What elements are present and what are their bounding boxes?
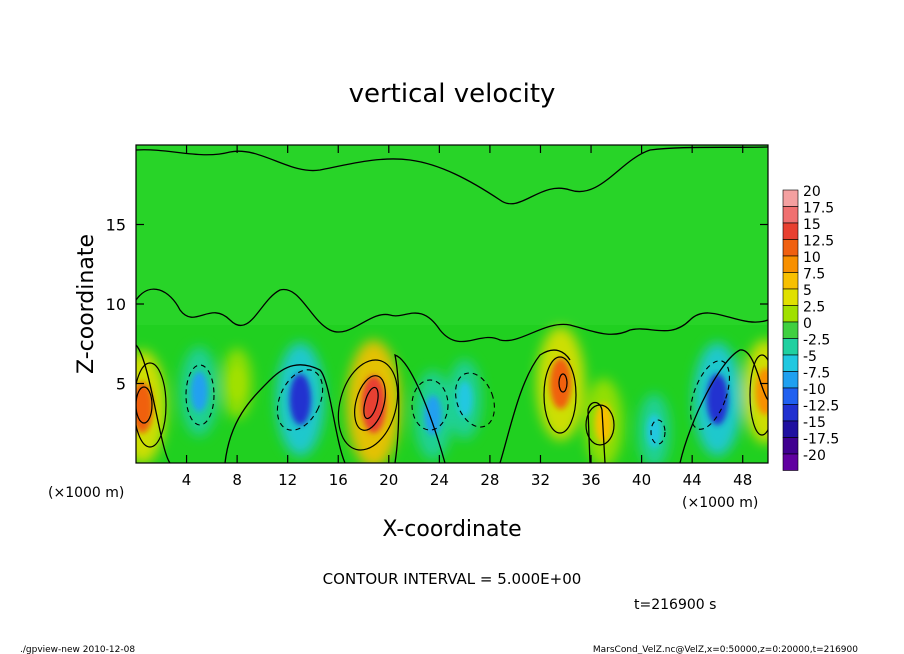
- colorbar-swatch: [782, 437, 799, 455]
- x-axis: 4 8 12 16 20 24 28 32 36 40 44 48: [182, 145, 752, 489]
- x-tick-label: 28: [480, 471, 499, 489]
- colorbar-swatch: [782, 453, 799, 471]
- contour-neg-5-b: [276, 369, 324, 431]
- x-unit-left: (×1000 m): [48, 485, 124, 501]
- contour-pos-15-b: [363, 386, 379, 420]
- field-core-downdraft: [190, 371, 208, 412]
- x-tick-label: 4: [182, 471, 192, 489]
- field-core-downdraft: [706, 373, 729, 425]
- x-tick-label: 16: [329, 471, 348, 489]
- time-label: t=216900 s: [634, 597, 716, 613]
- colorbar-label: 12.5: [803, 234, 834, 250]
- colorbar-swatch: [782, 354, 799, 372]
- colorbar-label: 0: [803, 316, 812, 332]
- x-unit-right: (×1000 m): [682, 495, 758, 511]
- contour-mid-zero: [136, 288, 768, 343]
- contour-interval-text: CONTOUR INTERVAL = 5.000E+00: [323, 570, 582, 588]
- x-tick-label: 44: [683, 471, 702, 489]
- colorbar-label: -5: [803, 349, 817, 365]
- contour-pos-10-a: [136, 386, 153, 424]
- colorbar-label: 15: [803, 217, 821, 233]
- contour-pos-5-a: [136, 362, 167, 448]
- field-core-downdraft: [456, 381, 473, 418]
- y-axis: 5 10 15: [106, 216, 768, 394]
- colorbar-swatch: [782, 272, 799, 290]
- colorbar-swatch: [782, 239, 799, 257]
- contour-neg-5-e: [650, 419, 666, 445]
- colorbar-label: -7.5: [803, 366, 830, 382]
- x-axis-label: X-coordinate: [382, 517, 521, 542]
- y-tick-label: 15: [106, 216, 126, 235]
- contour-neg-5-d: [455, 372, 495, 428]
- x-tick-label: 48: [733, 471, 752, 489]
- colorbar-label: -17.5: [803, 432, 839, 448]
- colorbar-label: -2.5: [803, 333, 830, 349]
- colorbar-swatch: [782, 404, 799, 422]
- contour-neg-5-f: [690, 360, 730, 430]
- contour-pos-10-c: [558, 373, 568, 393]
- contour-neg-5-a: [185, 364, 215, 426]
- colorbar: 2017.51512.5107.552.50-2.5-5-7.5-10-12.5…: [782, 184, 839, 471]
- x-tick-label: 24: [430, 471, 449, 489]
- field-core-updraft: [549, 357, 572, 410]
- colorbar-label: -10: [803, 382, 826, 398]
- colorbar-swatch: [782, 222, 799, 240]
- colorbar-label: -15: [803, 415, 826, 431]
- plot-area: [136, 145, 768, 463]
- colorbar-label: 20: [803, 184, 821, 200]
- x-tick-label: 32: [531, 471, 550, 489]
- colorbar-swatch: [782, 387, 799, 405]
- x-tick-label: 36: [581, 471, 600, 489]
- field-core-downdraft: [424, 395, 442, 436]
- x-tick-label: 20: [379, 471, 398, 489]
- colorbar-swatch: [782, 321, 799, 339]
- colorbar-swatch: [782, 338, 799, 356]
- colorbar-label: 10: [803, 250, 821, 266]
- footer-right: MarsCond_VelZ.nc@VelZ,x=0:50000,z=0:2000…: [593, 645, 858, 654]
- y-tick-label: 5: [116, 375, 126, 394]
- colorbar-label: 17.5: [803, 201, 834, 217]
- contour-pos-10-b: [354, 375, 386, 431]
- contour-pos-5-e: [749, 354, 768, 436]
- contour-upper-zero: [136, 146, 768, 205]
- colorbar-swatch: [782, 288, 799, 306]
- field-core-updraft: [230, 367, 244, 400]
- contour-pos-5-d: [585, 404, 615, 446]
- colorbar-label: 2.5: [803, 300, 825, 316]
- x-tick-label: 12: [278, 471, 297, 489]
- colorbar-swatch: [782, 420, 799, 438]
- field-core-downdraft: [647, 414, 662, 449]
- colorbar-swatch: [782, 255, 799, 273]
- contour-pos-5-c: [543, 356, 577, 434]
- y-tick-label: 10: [106, 295, 126, 314]
- colorbar-label: 5: [803, 283, 812, 299]
- x-tick-label: 8: [232, 471, 242, 489]
- colorbar-label: -20: [803, 448, 826, 464]
- y-axis-label: Z-coordinate: [74, 234, 99, 374]
- colorbar-swatch: [782, 206, 799, 224]
- colorbar-swatch: [782, 189, 799, 207]
- field-core-updraft: [595, 403, 613, 444]
- field-core-updraft: [755, 368, 768, 415]
- contour-pos-5-b: [337, 359, 399, 451]
- contour-low-zero: [136, 344, 768, 463]
- field-core-updraft: [136, 381, 154, 433]
- colorbar-label: -12.5: [803, 399, 839, 415]
- footer-left: ./gpview-new 2010-12-08: [20, 645, 135, 654]
- chart-title: vertical velocity: [349, 79, 556, 109]
- colorbar-swatch: [782, 305, 799, 323]
- x-tick-label: 40: [632, 471, 651, 489]
- field-core-downdraft: [289, 373, 312, 425]
- colorbar-swatch: [782, 371, 799, 389]
- contour-neg-5-c: [411, 379, 449, 431]
- colorbar-label: 7.5: [803, 267, 825, 283]
